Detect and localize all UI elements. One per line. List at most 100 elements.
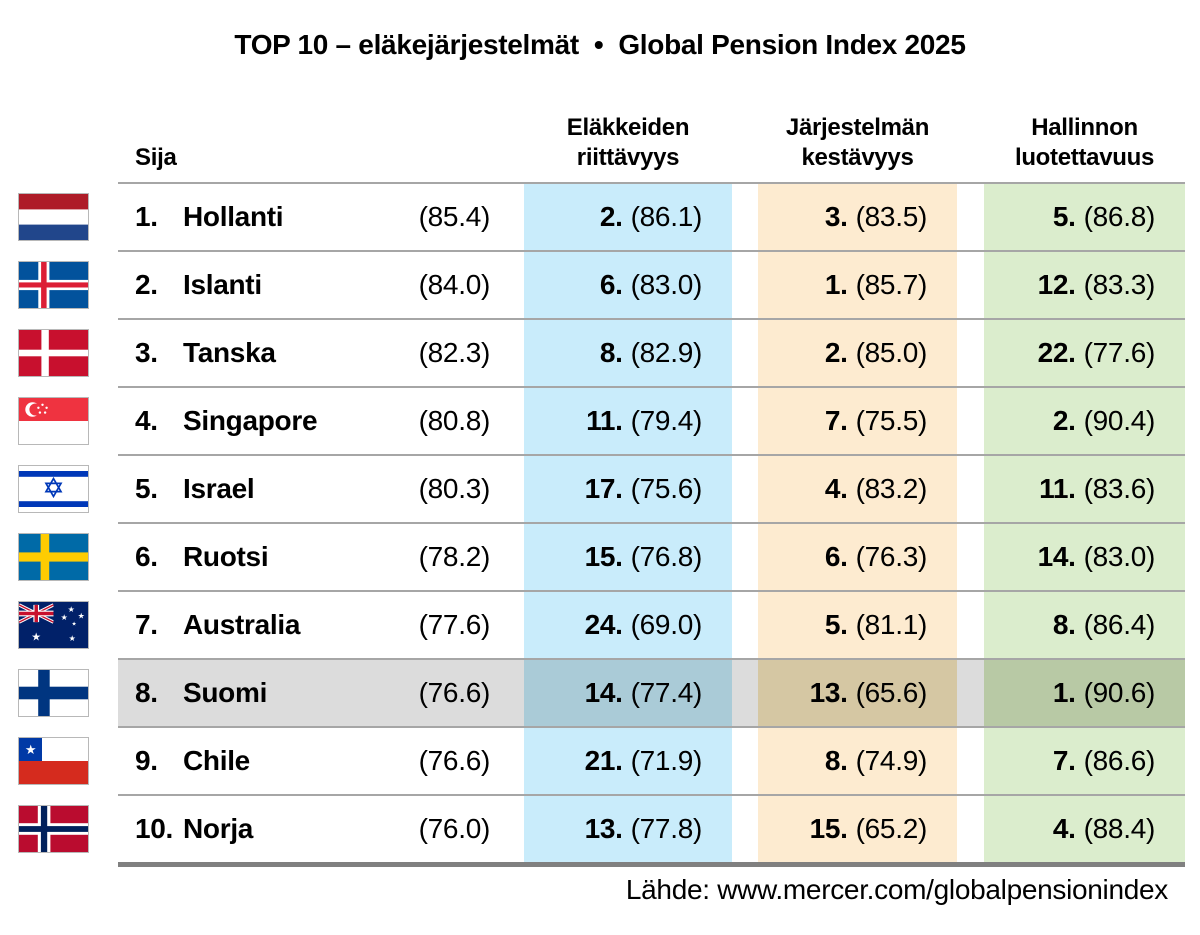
country-name: Norja [183, 813, 254, 844]
svg-text:★: ★ [31, 631, 41, 644]
adequacy-score: (75.6) [630, 473, 703, 504]
norway-flag-icon [18, 805, 89, 853]
adequacy-cell: 11. (79.4) [524, 388, 732, 454]
overall-score: (78.2) [418, 541, 491, 572]
rank-country-cell: 4. Singapore (80.8) [118, 388, 524, 454]
integrity-rank: 8. [1052, 609, 1076, 640]
adequacy-score: (82.9) [630, 337, 703, 368]
table-row-highlighted: 8. Suomi (76.6) 14. (77.4) 13. (65.6) 1.… [18, 658, 1185, 726]
source-attribution: Lähde: www.mercer.com/globalpensionindex [625, 874, 1168, 905]
overall-rank: 9. [135, 745, 158, 776]
rank-country-cell: 5. Israel (80.3) [118, 456, 524, 522]
finland-flag-icon [18, 669, 89, 717]
column-gap [957, 184, 984, 250]
rank-country-cell: 8. Suomi (76.6) [118, 660, 524, 726]
svg-text:★: ★ [72, 622, 77, 628]
pension-table: Sija Eläkkeiden riittävyys Järjestelmän … [18, 95, 1185, 867]
sustainability-score: (85.7) [855, 269, 928, 300]
overall-score: (76.6) [418, 677, 491, 708]
country-name: Hollanti [183, 201, 284, 232]
country-name: Islanti [183, 269, 262, 300]
integrity-cell: 7. (86.6) [984, 728, 1185, 794]
column-gap [732, 456, 758, 522]
adequacy-cell: 6. (83.0) [524, 252, 732, 318]
column-gap [957, 728, 984, 794]
table-body: 1. Hollanti (85.4) 2. (86.1) 3. (83.5) 5… [18, 182, 1185, 867]
sustainability-cell: 7. (75.5) [758, 388, 957, 454]
country-name: Singapore [183, 405, 318, 436]
sustainability-cell: 1. (85.7) [758, 252, 957, 318]
svg-text:★: ★ [25, 743, 36, 758]
integrity-score: (88.4) [1083, 813, 1156, 844]
overall-rank: 3. [135, 337, 158, 368]
netherlands-flag-icon [18, 193, 89, 241]
integrity-score: (90.4) [1083, 405, 1156, 436]
svg-text:★: ★ [78, 612, 85, 621]
column-gap [732, 388, 758, 454]
adequacy-rank: 13. [584, 813, 623, 844]
column-gap [732, 728, 758, 794]
iceland-flag-icon [18, 261, 89, 309]
sustainability-score: (83.5) [855, 201, 928, 232]
singapore-flag-icon [18, 397, 89, 445]
column-gap [732, 320, 758, 386]
table-row: 6. Ruotsi (78.2) 15. (76.8) 6. (76.3) 14… [18, 522, 1185, 590]
header-sustainability: Järjestelmän kestävyys [785, 114, 930, 171]
svg-text:★: ★ [69, 634, 76, 643]
column-gap [732, 796, 758, 862]
sustainability-cell: 15. (65.2) [758, 796, 957, 862]
overall-score: (77.6) [418, 609, 491, 640]
header-adequacy: Eläkkeiden riittävyys [566, 114, 690, 171]
adequacy-score: (71.9) [630, 745, 703, 776]
column-gap [957, 796, 984, 862]
rank-country-cell: 7. Australia (77.6) [118, 592, 524, 658]
svg-text:★: ★ [68, 605, 75, 614]
sustainability-cell: 8. (74.9) [758, 728, 957, 794]
integrity-cell: 8. (86.4) [984, 592, 1185, 658]
adequacy-rank: 17. [584, 473, 623, 504]
sustainability-score: (65.6) [855, 677, 928, 708]
sustainability-rank: 7. [824, 405, 848, 436]
integrity-score: (86.4) [1083, 609, 1156, 640]
denmark-flag-icon [18, 329, 89, 377]
overall-score: (76.6) [418, 745, 491, 776]
column-gap [957, 252, 984, 318]
country-name: Suomi [183, 677, 268, 708]
overall-score: (84.0) [418, 269, 491, 300]
integrity-cell: 12. (83.3) [984, 252, 1185, 318]
overall-score: (85.4) [418, 201, 491, 232]
integrity-score: (86.8) [1083, 201, 1156, 232]
country-name: Ruotsi [183, 541, 269, 572]
adequacy-rank: 21. [584, 745, 623, 776]
integrity-rank: 11. [1039, 473, 1076, 504]
table-row: 3. Tanska (82.3) 8. (82.9) 2. (85.0) 22.… [18, 318, 1185, 386]
adequacy-rank: 14. [584, 677, 623, 708]
overall-score: (82.3) [418, 337, 491, 368]
adequacy-rank: 8. [599, 337, 623, 368]
adequacy-cell: 21. (71.9) [524, 728, 732, 794]
integrity-score: (90.6) [1083, 677, 1156, 708]
sustainability-cell: 4. (83.2) [758, 456, 957, 522]
overall-rank: 8. [135, 677, 158, 708]
adequacy-cell: 13. (77.8) [524, 796, 732, 862]
australia-flag-icon: ★ ★ ★ ★ ★ ★ [18, 601, 89, 649]
country-name: Chile [183, 745, 250, 776]
sustainability-rank: 2. [824, 337, 848, 368]
overall-score: (80.3) [418, 473, 491, 504]
country-name: Israel [183, 473, 255, 504]
rank-country-cell: 10. Norja (76.0) [118, 796, 524, 862]
integrity-score: (83.6) [1083, 473, 1156, 504]
country-name: Tanska [183, 337, 276, 368]
column-gap [957, 456, 984, 522]
integrity-cell: 2. (90.4) [984, 388, 1185, 454]
column-gap [732, 252, 758, 318]
integrity-score: (83.3) [1083, 269, 1156, 300]
integrity-cell: 11. (83.6) [984, 456, 1185, 522]
adequacy-cell: 2. (86.1) [524, 184, 732, 250]
integrity-score: (86.6) [1083, 745, 1156, 776]
sustainability-rank: 4. [824, 473, 848, 504]
table-row: ★ 9. Chile (76.6) 21. (71.9) 8. (74.9) [18, 726, 1185, 794]
sustainability-rank: 8. [824, 745, 848, 776]
table-row: 1. Hollanti (85.4) 2. (86.1) 3. (83.5) 5… [18, 182, 1185, 250]
overall-rank: 5. [135, 473, 158, 504]
